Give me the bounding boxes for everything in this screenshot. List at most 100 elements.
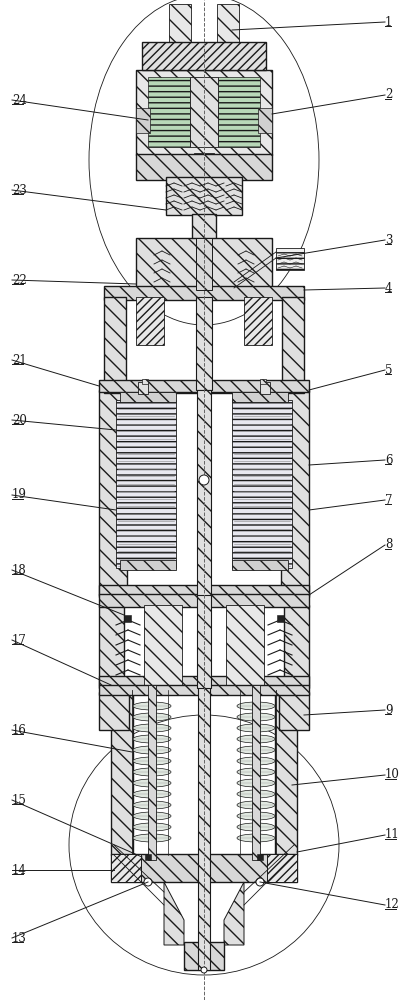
Bar [282, 297, 304, 390]
Polygon shape [164, 882, 184, 945]
Text: 3: 3 [385, 233, 393, 246]
Ellipse shape [133, 790, 171, 798]
Bar [99, 605, 124, 685]
Ellipse shape [237, 779, 275, 787]
Bar [124, 615, 131, 622]
Bar [136, 108, 150, 133]
Bar [232, 392, 288, 402]
Ellipse shape [237, 790, 275, 798]
Bar [244, 297, 272, 345]
Ellipse shape [237, 746, 275, 754]
Ellipse shape [237, 724, 275, 732]
Bar [145, 854, 151, 860]
Bar [217, 4, 239, 42]
Bar [99, 676, 309, 688]
Ellipse shape [133, 702, 171, 710]
Bar [99, 390, 127, 595]
Bar [196, 297, 212, 390]
Bar [257, 854, 263, 860]
Bar [142, 42, 266, 70]
Ellipse shape [237, 823, 275, 831]
Bar [197, 390, 211, 597]
Text: 13: 13 [12, 932, 27, 944]
Text: 4: 4 [385, 282, 393, 294]
Text: 8: 8 [385, 538, 392, 552]
Bar [136, 154, 272, 180]
Text: 17: 17 [12, 634, 27, 647]
Bar [198, 675, 210, 970]
Text: 1: 1 [385, 15, 392, 28]
Text: 16: 16 [12, 724, 27, 736]
Ellipse shape [133, 724, 171, 732]
Bar [277, 615, 284, 622]
Bar [148, 77, 190, 147]
Bar [232, 560, 288, 570]
Ellipse shape [237, 812, 275, 820]
Bar [184, 942, 224, 970]
Text: 21: 21 [12, 354, 27, 366]
Bar [260, 379, 266, 384]
Text: 23: 23 [12, 184, 27, 196]
Ellipse shape [133, 812, 171, 820]
Text: 6: 6 [385, 454, 393, 466]
Bar [138, 382, 148, 394]
Ellipse shape [133, 713, 171, 721]
Ellipse shape [133, 735, 171, 743]
Bar [136, 70, 272, 155]
Text: 5: 5 [385, 363, 393, 376]
Ellipse shape [133, 746, 171, 754]
Bar [258, 108, 272, 133]
Circle shape [199, 475, 209, 485]
Text: 11: 11 [385, 828, 400, 842]
Circle shape [201, 967, 207, 973]
Bar [279, 692, 309, 730]
Bar [111, 692, 133, 855]
Bar [190, 77, 218, 147]
Bar [111, 854, 297, 882]
Bar [218, 77, 260, 147]
Ellipse shape [237, 768, 275, 776]
Bar [196, 238, 212, 290]
Bar [148, 685, 156, 860]
Bar [142, 379, 148, 384]
Ellipse shape [133, 801, 171, 809]
Bar [120, 560, 176, 570]
Bar [281, 390, 309, 595]
Text: 12: 12 [385, 898, 400, 912]
Text: 15: 15 [12, 794, 27, 806]
Bar [104, 286, 304, 300]
Ellipse shape [237, 713, 275, 721]
Bar [260, 382, 270, 394]
Text: 14: 14 [12, 863, 27, 876]
Bar [226, 605, 264, 685]
Text: 22: 22 [12, 273, 27, 286]
Ellipse shape [133, 768, 171, 776]
Bar [99, 685, 309, 695]
Bar [192, 214, 216, 240]
Bar [136, 238, 272, 290]
Ellipse shape [237, 735, 275, 743]
Bar [275, 692, 297, 855]
Text: 9: 9 [385, 704, 393, 716]
Bar [144, 605, 182, 685]
Bar [166, 177, 242, 215]
Polygon shape [224, 882, 244, 945]
Ellipse shape [133, 823, 171, 831]
Bar [104, 383, 304, 393]
Ellipse shape [237, 702, 275, 710]
Bar [111, 854, 141, 882]
Bar [99, 380, 309, 392]
Ellipse shape [133, 757, 171, 765]
Bar [104, 297, 126, 390]
Text: 24: 24 [12, 94, 27, 106]
Bar [169, 4, 191, 42]
Ellipse shape [237, 834, 275, 842]
Text: 18: 18 [12, 564, 27, 576]
Bar [267, 854, 297, 882]
Circle shape [144, 878, 152, 886]
Ellipse shape [133, 779, 171, 787]
Bar [99, 692, 129, 730]
Text: 7: 7 [385, 493, 393, 506]
Bar [120, 392, 176, 402]
Bar [276, 248, 304, 270]
